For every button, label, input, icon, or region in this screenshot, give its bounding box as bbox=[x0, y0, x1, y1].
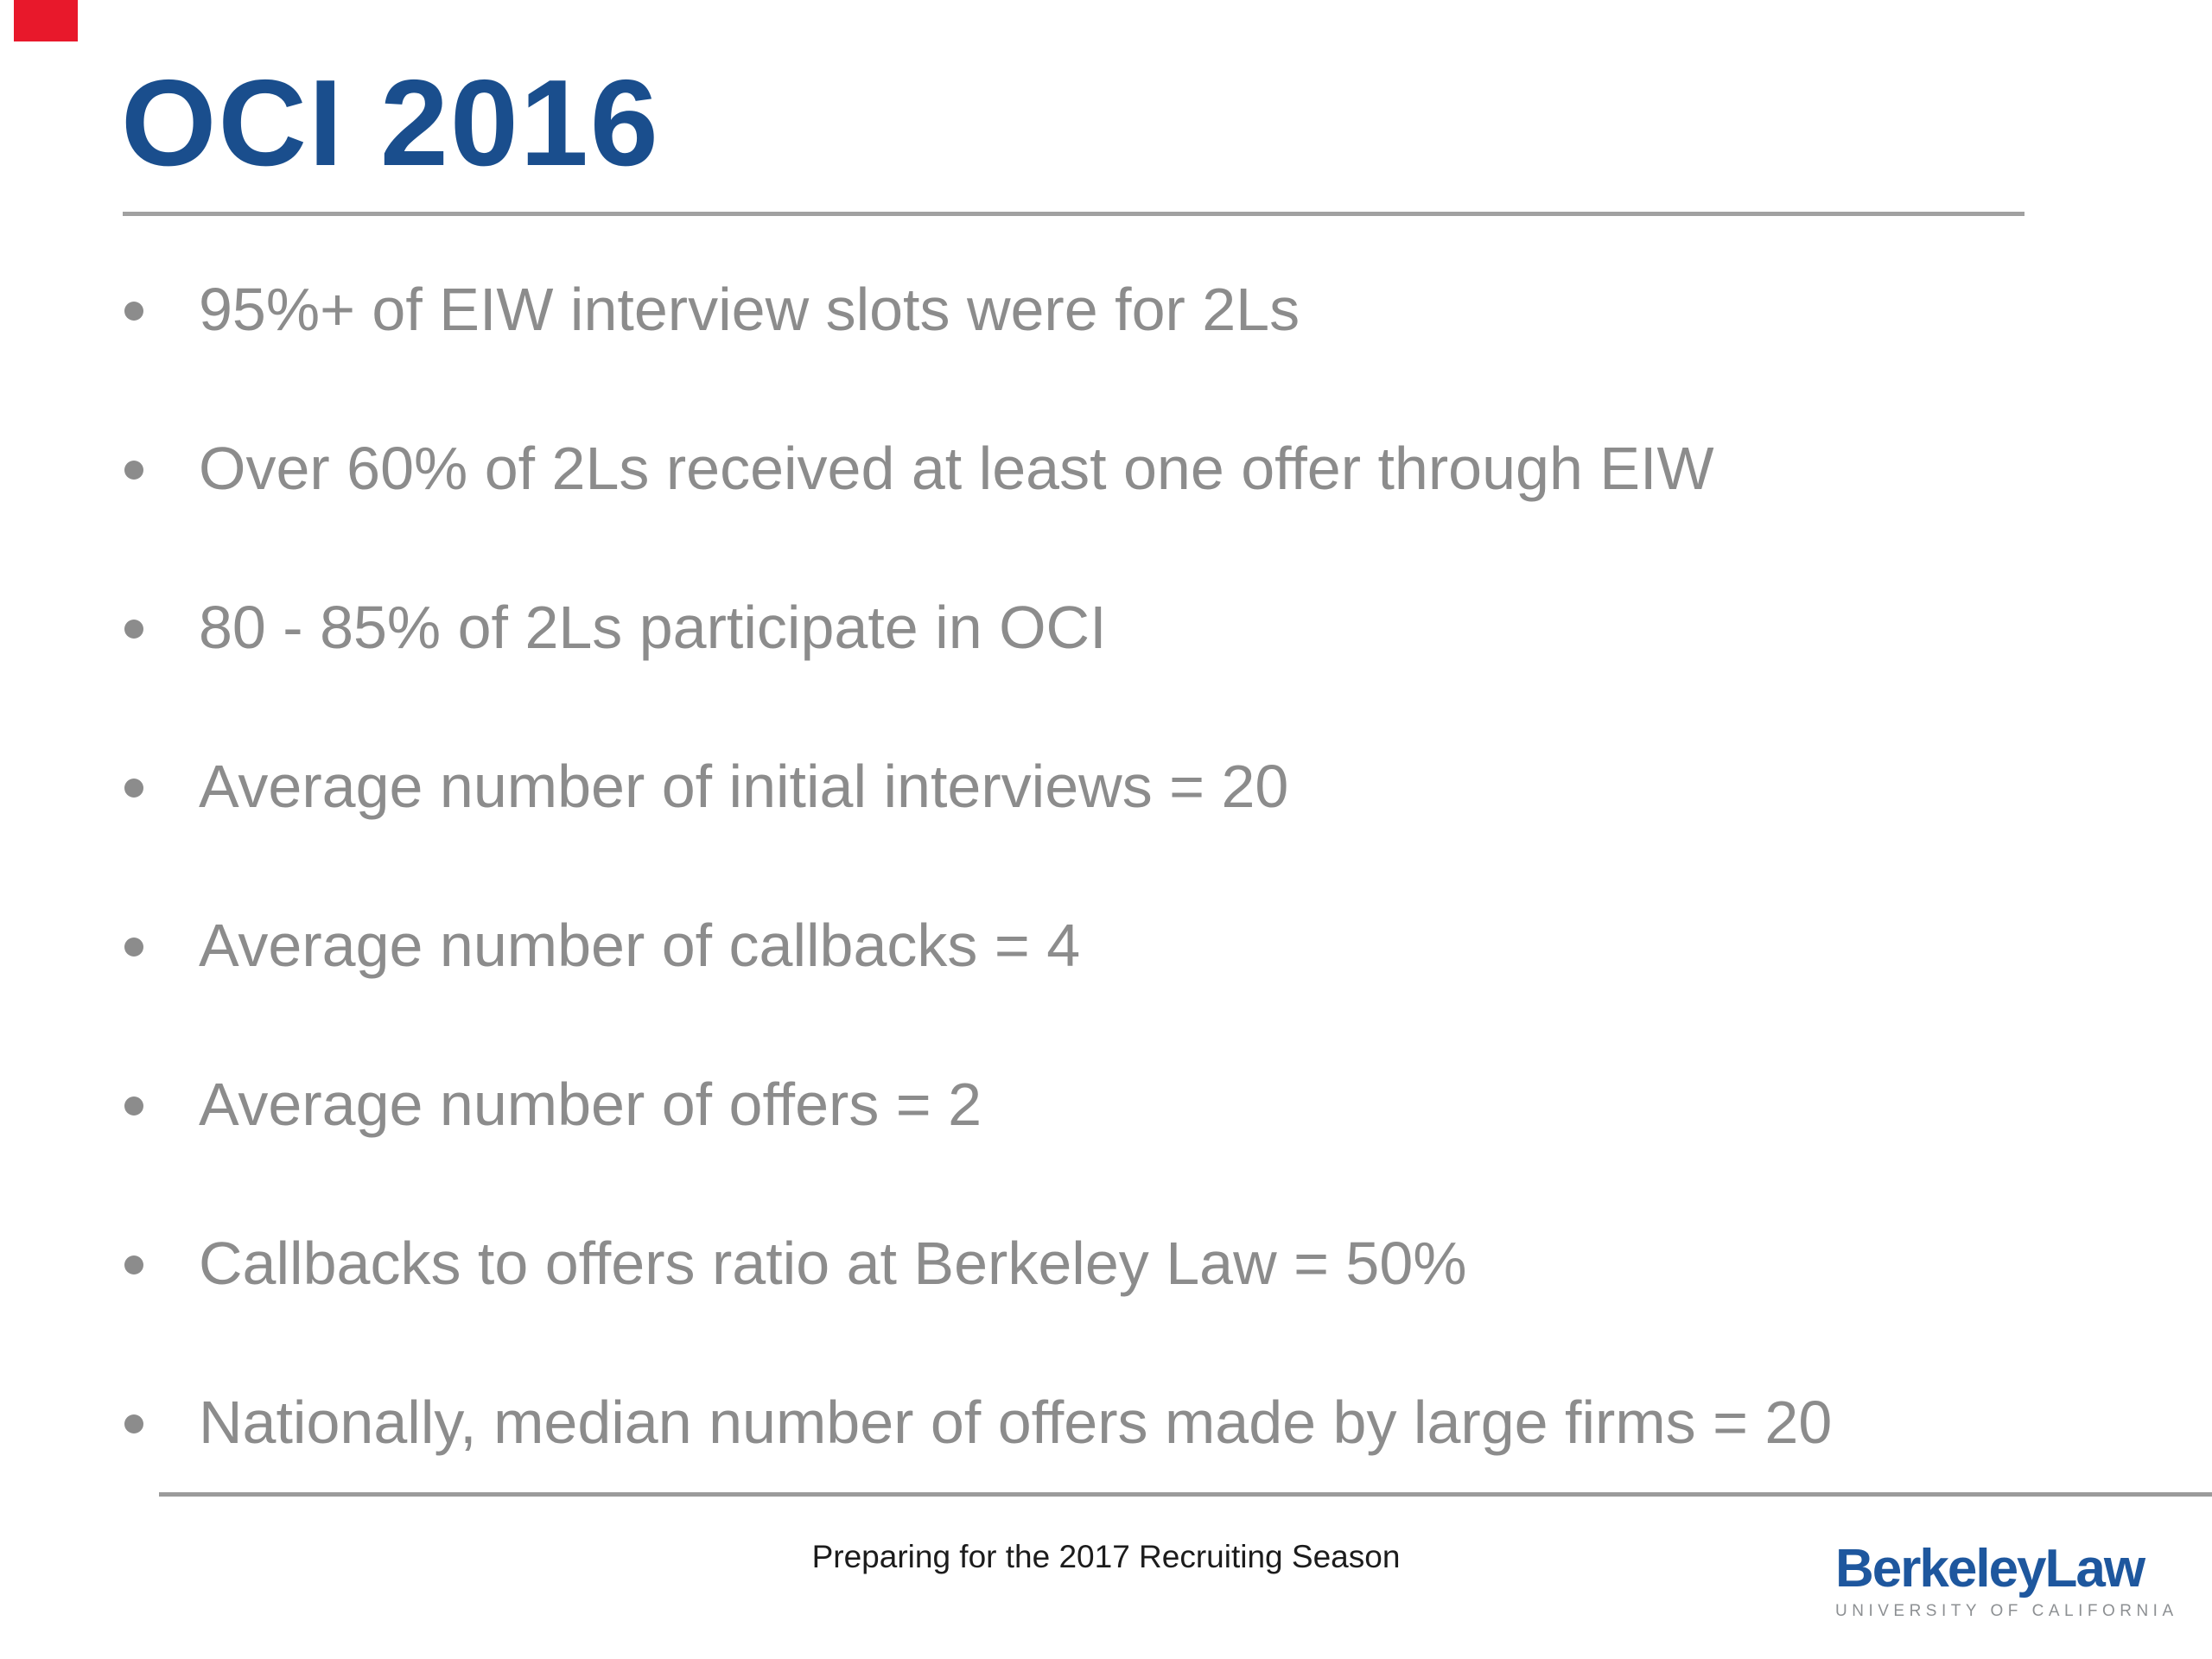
footer-divider bbox=[159, 1492, 2212, 1497]
bullet-dot-icon bbox=[124, 1414, 143, 1433]
bullet-dot-icon bbox=[124, 1096, 143, 1116]
bullet-dot-icon bbox=[124, 302, 143, 321]
bullet-text: 95%+ of EIW interview slots were for 2Ls bbox=[199, 276, 1300, 343]
list-item: Average number of offers = 2 bbox=[123, 1074, 2136, 1135]
bullet-text: Average number of callbacks = 4 bbox=[199, 912, 1081, 979]
footer-title: Preparing for the 2017 Recruiting Season bbox=[811, 1539, 1401, 1574]
bullet-dot-icon bbox=[124, 779, 143, 798]
bullet-text: Nationally, median number of offers made… bbox=[199, 1389, 1833, 1456]
list-item: Over 60% of 2Ls received at least one of… bbox=[123, 438, 2136, 499]
title-divider bbox=[123, 212, 2024, 216]
logo-tagline: UNIVERSITY OF CALIFORNIA bbox=[1835, 1602, 2178, 1620]
list-item: Callbacks to offers ratio at Berkeley La… bbox=[123, 1233, 2136, 1294]
bullet-text: Over 60% of 2Ls received at least one of… bbox=[199, 435, 1714, 502]
bullet-dot-icon bbox=[124, 461, 143, 480]
page-title: OCI 2016 bbox=[121, 54, 660, 192]
bullet-dot-icon bbox=[124, 1255, 143, 1274]
logo-wordmark: BerkeleyLaw bbox=[1835, 1539, 2145, 1599]
bullet-dot-icon bbox=[124, 938, 143, 957]
bullet-text: Average number of offers = 2 bbox=[199, 1071, 982, 1138]
bullet-text: Average number of initial interviews = 2… bbox=[199, 753, 1289, 820]
list-item: Average number of callbacks = 4 bbox=[123, 915, 2136, 976]
bullet-text: Callbacks to offers ratio at Berkeley La… bbox=[199, 1230, 1467, 1297]
red-marker bbox=[14, 0, 78, 41]
bullet-text: 80 - 85% of 2Ls participate in OCI bbox=[199, 594, 1107, 661]
list-item: Average number of initial interviews = 2… bbox=[123, 756, 2136, 817]
list-item: 80 - 85% of 2Ls participate in OCI bbox=[123, 597, 2136, 658]
berkeleylaw-logo: BerkeleyLaw UNIVERSITY OF CALIFORNIA bbox=[1835, 1539, 2178, 1620]
bullet-list: 95%+ of EIW interview slots were for 2Ls… bbox=[123, 279, 2136, 1551]
list-item: 95%+ of EIW interview slots were for 2Ls bbox=[123, 279, 2136, 340]
bullet-dot-icon bbox=[124, 620, 143, 639]
list-item: Nationally, median number of offers made… bbox=[123, 1392, 2136, 1452]
